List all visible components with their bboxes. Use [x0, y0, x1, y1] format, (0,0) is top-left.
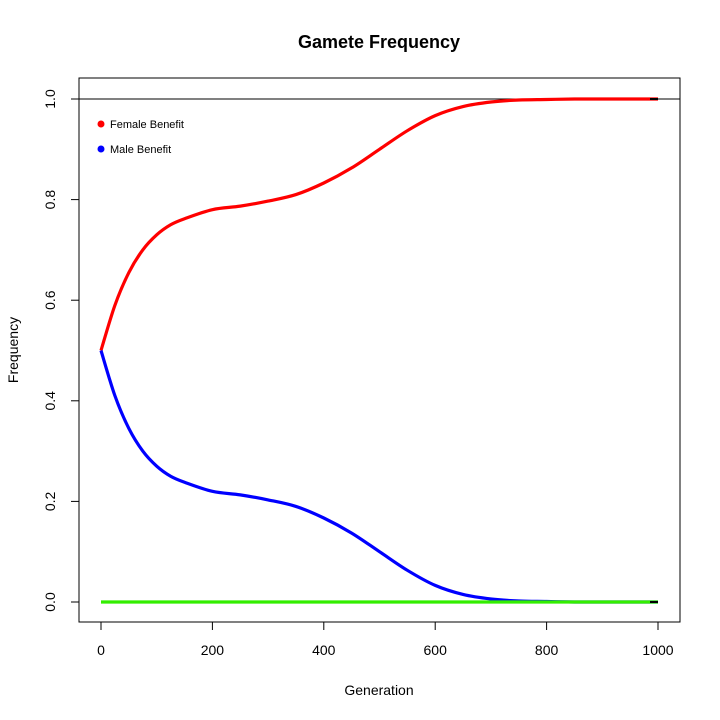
y-axis-label: Frequency — [5, 317, 21, 383]
x-axis: 0 200 400 600 800 1000 — [97, 621, 674, 658]
legend-marker — [97, 145, 105, 153]
chart-title: Gamete Frequency — [298, 32, 460, 52]
legend-label: Female Benefit — [110, 119, 184, 131]
y-tick-label: 0.6 — [42, 290, 58, 310]
x-tick-label: 1000 — [642, 642, 673, 658]
series-line-male-benefit — [99, 350, 658, 604]
x-tick-label: 600 — [424, 642, 448, 658]
legend-label: Male Benefit — [110, 144, 171, 156]
legend-marker — [97, 120, 105, 128]
plot-frame — [78, 77, 681, 623]
x-tick-label: 800 — [535, 642, 559, 658]
legend: Female Benefit Male Benefit — [97, 119, 184, 156]
y-axis: 0.0 0.2 0.4 0.6 0.8 1.0 — [42, 89, 80, 612]
y-tick-label: 0.2 — [42, 491, 58, 511]
y-tick-label: 0.8 — [42, 190, 58, 210]
x-tick-label: 400 — [312, 642, 336, 658]
x-tick-label: 0 — [97, 642, 105, 658]
y-tick-label: 0.0 — [42, 592, 58, 612]
x-axis-label: Generation — [344, 682, 413, 698]
x-tick-label: 200 — [201, 642, 225, 658]
y-tick-label: 0.4 — [42, 391, 58, 411]
y-tick-label: 1.0 — [42, 89, 58, 109]
series-line-female-benefit — [99, 97, 658, 351]
